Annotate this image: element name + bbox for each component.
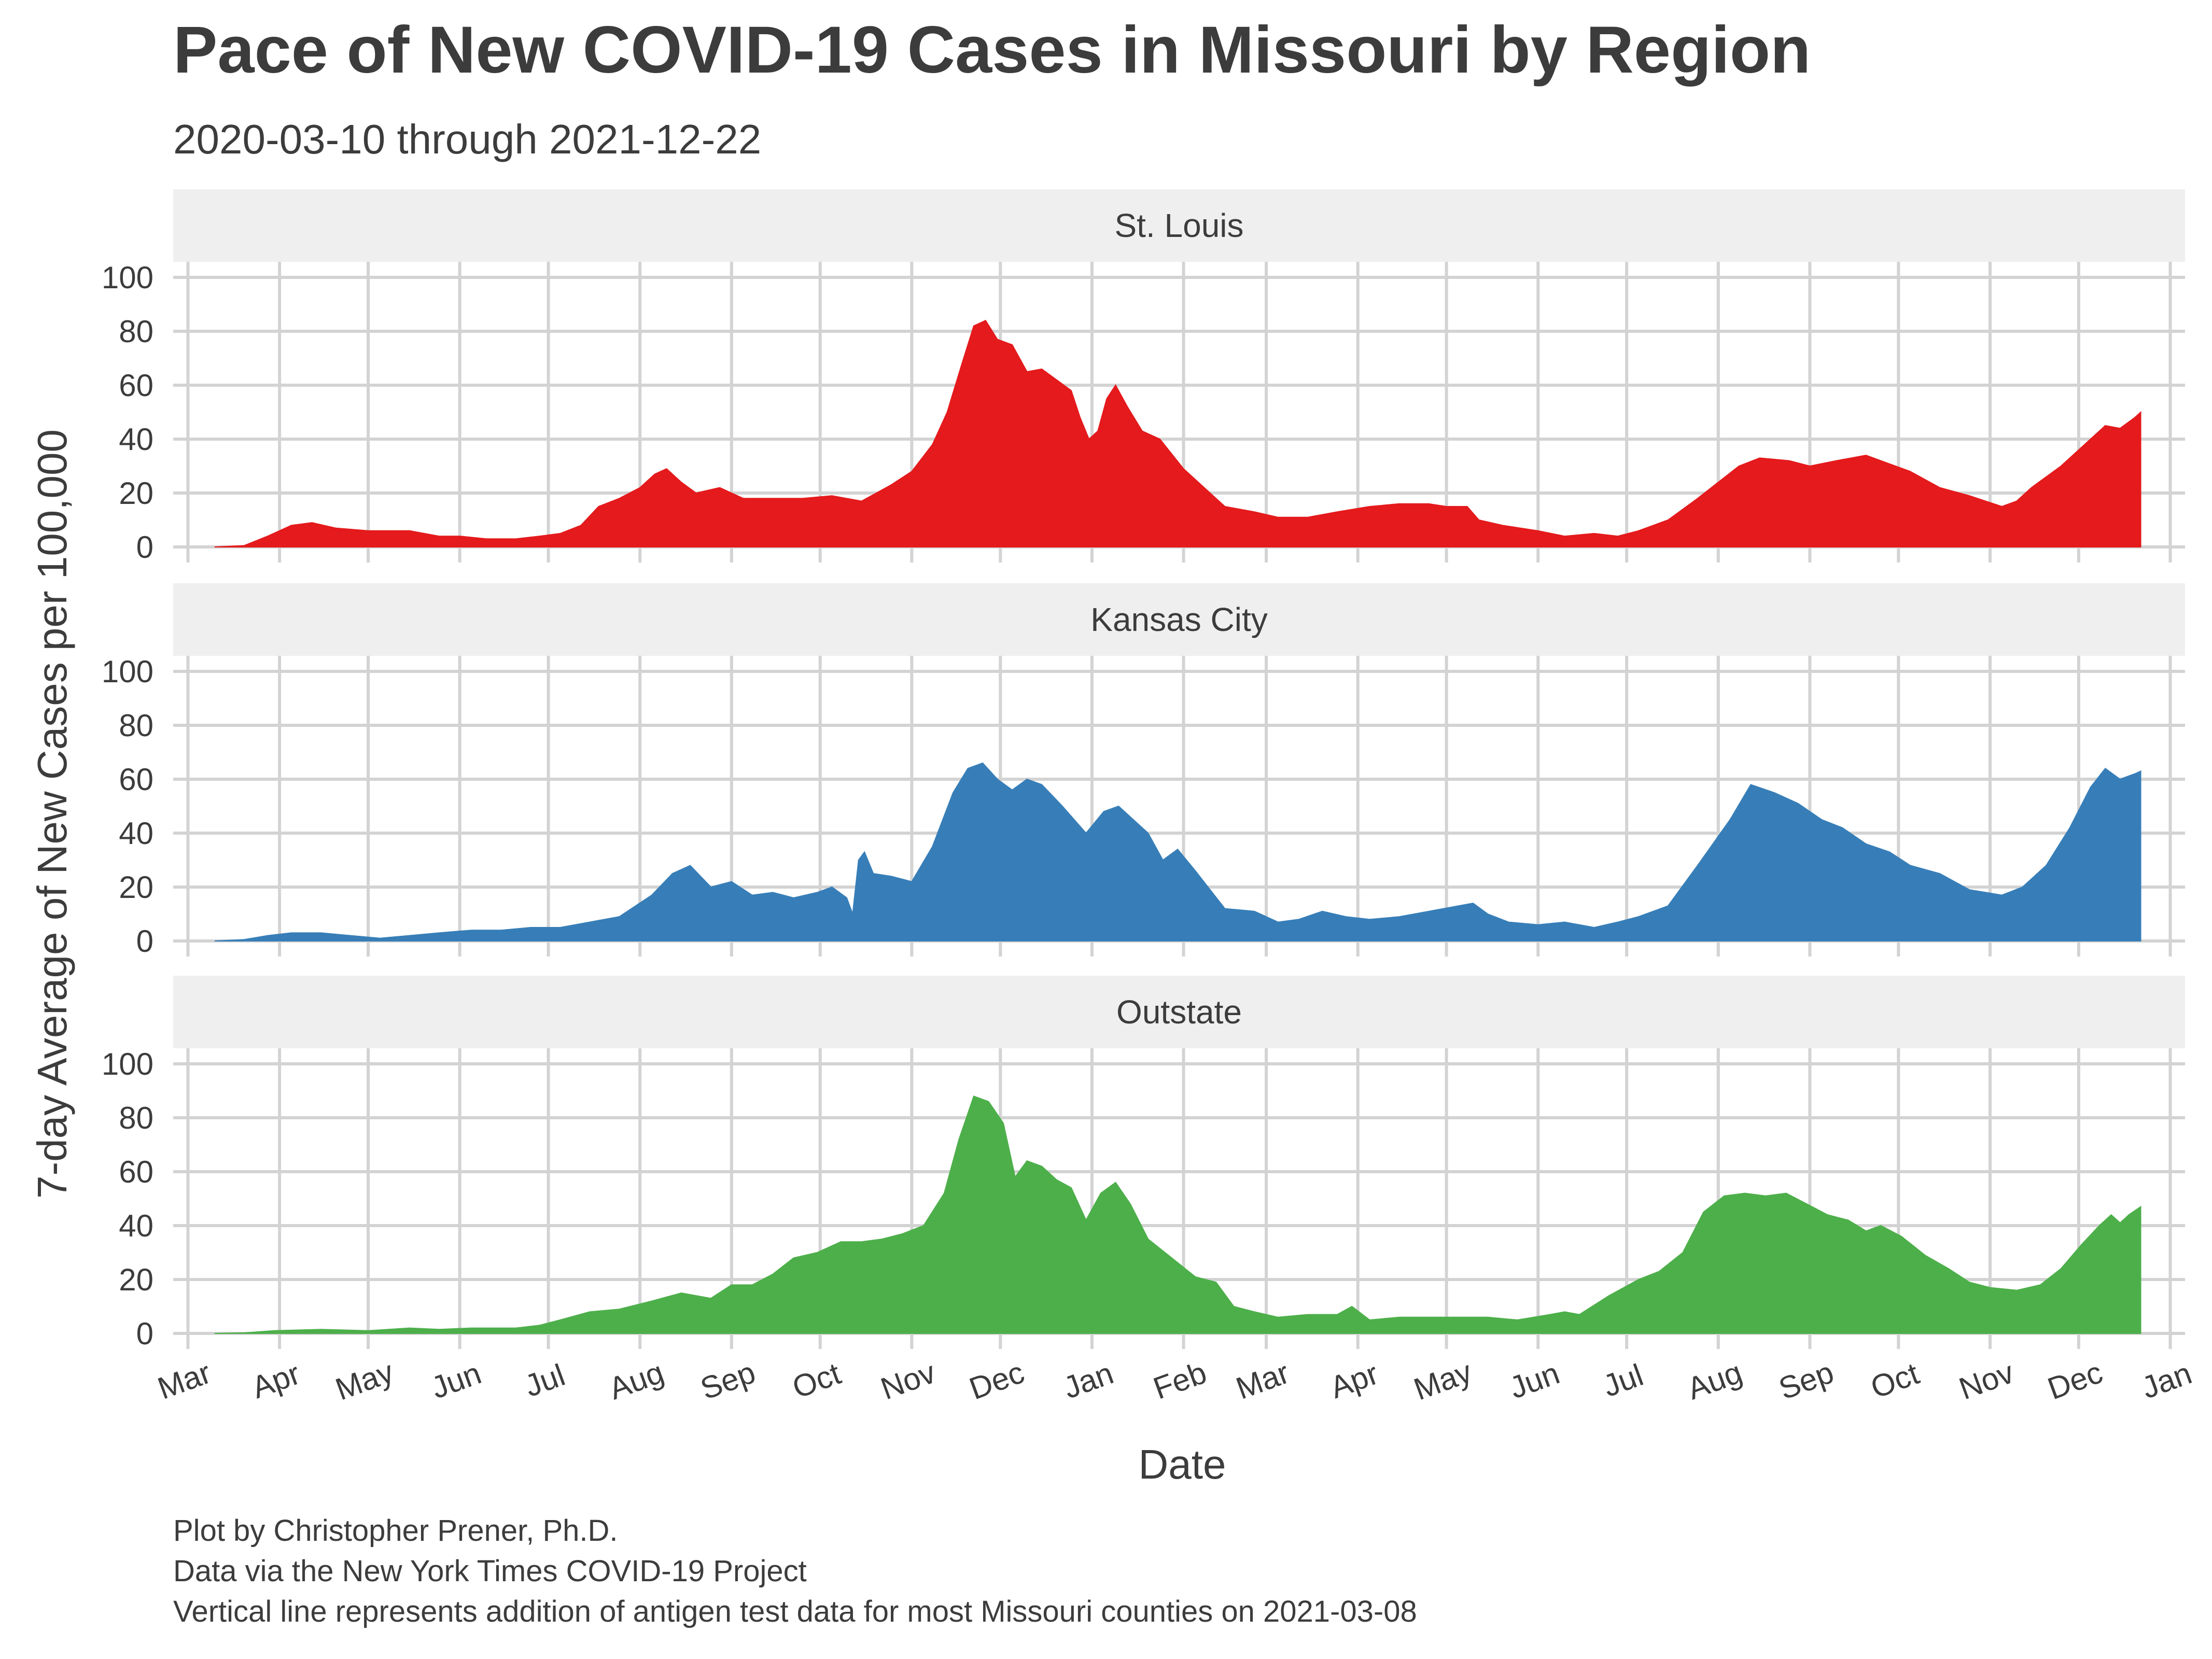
y-tick-label: 40 bbox=[119, 816, 153, 851]
x-tick-label: Dec bbox=[2043, 1355, 2107, 1406]
x-tick-label: Jun bbox=[1505, 1356, 1564, 1405]
facet-strip-label: Kansas City bbox=[1090, 601, 1267, 638]
y-axis-title: 7-day Average of New Cases per 100,000 bbox=[29, 429, 75, 1199]
facet-st-louis: St. Louis 0 20 40 60 80 100 bbox=[102, 189, 2185, 565]
x-tick-label: May bbox=[331, 1354, 398, 1407]
x-tick-label: Jan bbox=[2137, 1356, 2196, 1405]
y-tick-label: 100 bbox=[102, 1047, 153, 1081]
y-tick-label: 20 bbox=[119, 870, 153, 905]
y-tick-label: 20 bbox=[119, 1262, 153, 1297]
y-tick-label: 80 bbox=[119, 708, 153, 743]
x-tick-label: Oct bbox=[1866, 1356, 1924, 1405]
x-tick-label: Sep bbox=[1774, 1355, 1838, 1406]
y-tick-label: 100 bbox=[102, 260, 153, 295]
facet-strip bbox=[173, 189, 2185, 262]
x-tick-label: Aug bbox=[1683, 1355, 1746, 1406]
x-tick-label: Mar bbox=[153, 1355, 215, 1406]
x-tick-label: Apr bbox=[1325, 1356, 1383, 1405]
y-tick-label: 60 bbox=[119, 762, 153, 797]
y-tick-label: 60 bbox=[119, 368, 153, 403]
y-tick-label: 60 bbox=[119, 1155, 153, 1189]
y-tick-label: 100 bbox=[102, 654, 153, 689]
x-tick-label: Jul bbox=[1599, 1357, 1648, 1403]
caption-line-1: Plot by Christopher Prener, Ph.D. bbox=[173, 1514, 618, 1548]
area-series-outstate bbox=[214, 1095, 2141, 1334]
y-tick-label: 0 bbox=[136, 1316, 153, 1351]
y-tick-label: 80 bbox=[119, 314, 153, 349]
x-tick-label: Feb bbox=[1149, 1355, 1211, 1406]
x-tick-label: Jun bbox=[427, 1356, 486, 1405]
y-tick-label: 40 bbox=[119, 1208, 153, 1243]
x-tick-label: Aug bbox=[605, 1355, 668, 1406]
chart-title: Pace of New COVID-19 Cases in Missouri b… bbox=[173, 13, 1811, 87]
facet-strip bbox=[173, 976, 2185, 1048]
y-tick-label: 40 bbox=[119, 422, 153, 457]
facet-strip-label: Outstate bbox=[1116, 993, 1242, 1031]
x-axis-title: Date bbox=[1139, 1441, 1226, 1487]
facet-outstate: Outstate 0 20 40 60 80 100 bbox=[102, 976, 2185, 1351]
y-tick-label: 80 bbox=[119, 1101, 153, 1135]
x-tick-label: Sep bbox=[696, 1355, 760, 1406]
facet-panels: St. Louis 0 20 40 60 80 100 Kansas City 0 20 40 60 8… bbox=[102, 189, 2185, 1351]
x-axis-tick-labels: Mar Apr May Jun Jul Aug Sep Oct Nov Dec Jan Feb Mar A… bbox=[153, 1354, 2196, 1407]
x-tick-label: Jan bbox=[1059, 1356, 1118, 1405]
chart-subtitle: 2020-03-10 through 2021-12-22 bbox=[173, 116, 761, 162]
x-tick-label: Apr bbox=[247, 1356, 305, 1405]
facet-strip-label: St. Louis bbox=[1114, 207, 1243, 244]
facet-strip bbox=[173, 583, 2185, 656]
y-tick-label: 20 bbox=[119, 476, 153, 511]
caption-line-2: Data via the New York Times COVID-19 Pro… bbox=[173, 1554, 807, 1588]
x-tick-label: Nov bbox=[1954, 1355, 2018, 1406]
caption-line-3: Vertical line represents addition of ant… bbox=[173, 1595, 1417, 1628]
facet-kansas-city: Kansas City 0 20 40 60 80 100 bbox=[102, 583, 2185, 959]
x-tick-label: Mar bbox=[1231, 1355, 1294, 1406]
y-tick-label: 0 bbox=[136, 530, 153, 565]
y-tick-label: 0 bbox=[136, 924, 153, 959]
area-series-st-louis bbox=[214, 319, 2141, 547]
x-tick-label: May bbox=[1409, 1354, 1476, 1407]
x-tick-label: Dec bbox=[965, 1355, 1029, 1406]
x-tick-label: Nov bbox=[876, 1355, 940, 1406]
x-tick-label: Oct bbox=[788, 1356, 845, 1405]
area-series-kansas-city bbox=[214, 762, 2141, 941]
x-tick-label: Jul bbox=[520, 1357, 569, 1403]
